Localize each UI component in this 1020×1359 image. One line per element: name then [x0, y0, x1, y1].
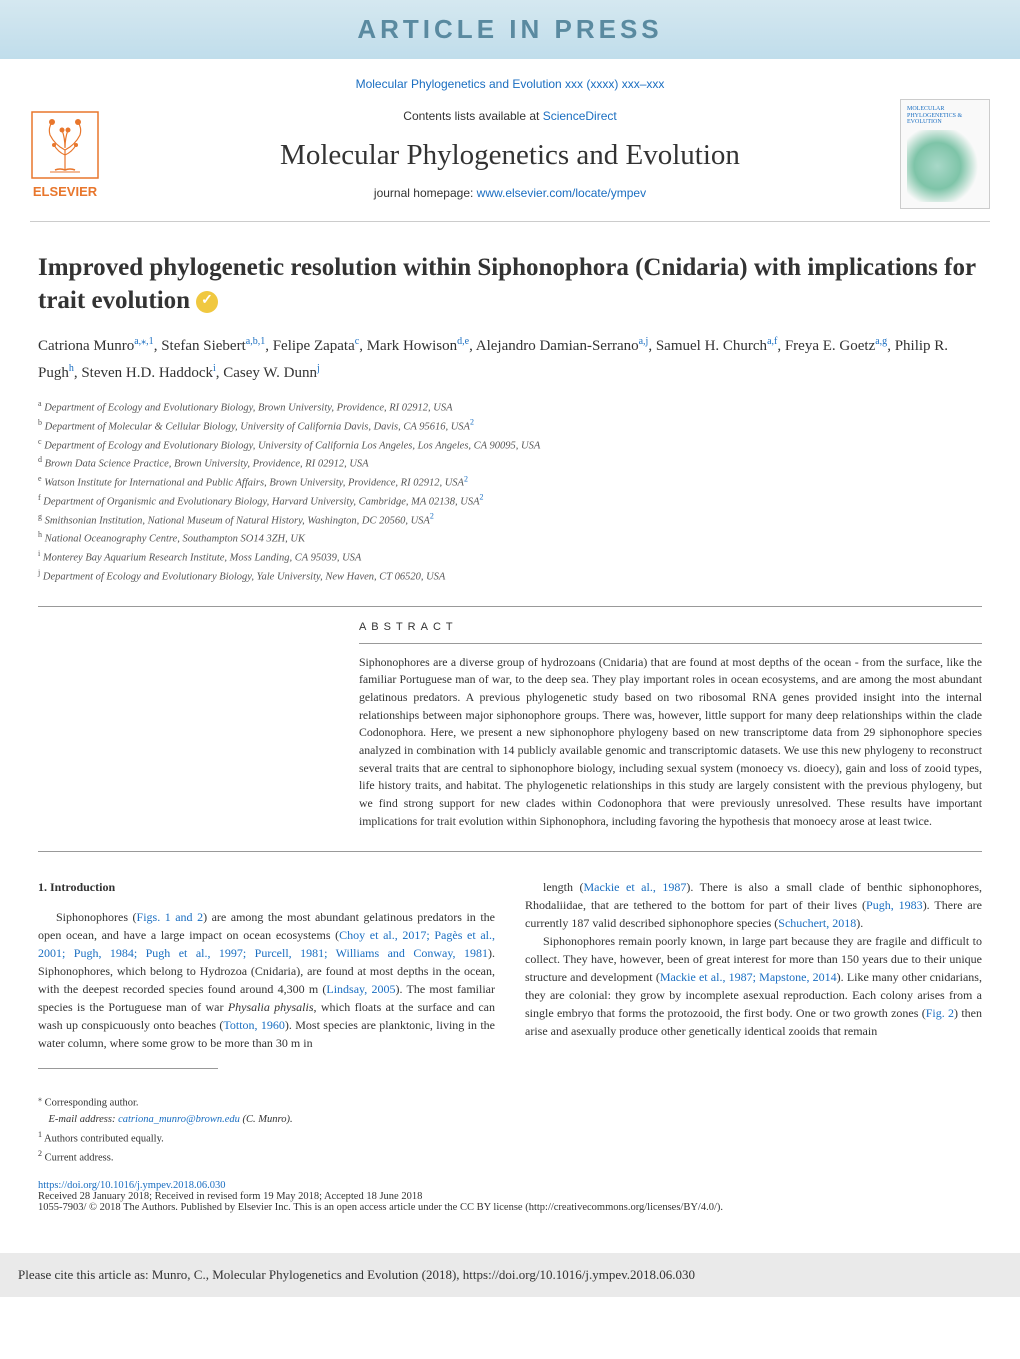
affiliation-item: b Department of Molecular & Cellular Bio… — [38, 417, 982, 436]
corresponding-author-note: ⁎ Corresponding author. — [38, 1093, 982, 1111]
cover-title: MOLECULAR PHYLOGENETICS & EVOLUTION — [907, 106, 983, 126]
divider — [38, 606, 982, 607]
affiliation-item: f Department of Organismic and Evolution… — [38, 492, 982, 511]
license-text: 1055-7903/ © 2018 The Authors. Published… — [38, 1202, 723, 1213]
footnote-divider — [38, 1068, 218, 1069]
affiliation-item: g Smithsonian Institution, National Muse… — [38, 511, 982, 530]
article-title: Improved phylogenetic resolution within … — [38, 252, 982, 317]
corr-text: Corresponding author. — [45, 1097, 139, 1108]
author-list: Catriona Munroa,⁎,1, Stefan Sieberta,b,1… — [38, 333, 982, 386]
article-title-text: Improved phylogenetic resolution within … — [38, 254, 976, 314]
homepage-line: journal homepage: www.elsevier.com/locat… — [120, 186, 900, 200]
affiliations-list: a Department of Ecology and Evolutionary… — [38, 398, 982, 586]
citation-box: Please cite this article as: Munro, C., … — [0, 1253, 1020, 1297]
elsevier-logo[interactable]: ELSEVIER — [10, 110, 120, 199]
affiliation-item: h National Oceanography Centre, Southamp… — [38, 529, 982, 548]
column-right: length (Mackie et al., 1987). There is a… — [525, 878, 982, 1052]
abstract-section: ABSTRACT Siphonophores are a diverse gro… — [38, 621, 982, 831]
email-note: E-mail address: catriona_munro@brown.edu… — [38, 1112, 982, 1128]
body-columns: 1. Introduction Siphonophores (Figs. 1 a… — [38, 878, 982, 1052]
homepage-prefix: journal homepage: — [374, 186, 477, 200]
abstract-label: ABSTRACT — [359, 621, 982, 633]
journal-cover-thumbnail[interactable]: MOLECULAR PHYLOGENETICS & EVOLUTION — [900, 99, 990, 209]
homepage-link[interactable]: www.elsevier.com/locate/ympev — [477, 186, 646, 200]
article-dates: Received 28 January 2018; Received in re… — [38, 1191, 422, 1202]
doi-block: https://doi.org/10.1016/j.ympev.2018.06.… — [38, 1180, 982, 1213]
affiliation-item: i Monterey Bay Aquarium Research Institu… — [38, 548, 982, 567]
header-center: Contents lists available at ScienceDirec… — [120, 109, 900, 200]
banner-text: ARTICLE IN PRESS — [357, 14, 662, 44]
current-address-note: 2 Current address. — [38, 1148, 982, 1166]
affiliation-item: e Watson Institute for International and… — [38, 473, 982, 492]
affiliation-item: a Department of Ecology and Evolutionary… — [38, 398, 982, 417]
article-in-press-banner: ARTICLE IN PRESS — [0, 0, 1020, 59]
sciencedirect-link[interactable]: ScienceDirect — [543, 109, 617, 123]
abstract-divider — [359, 643, 982, 644]
article-content: Improved phylogenetic resolution within … — [0, 222, 1020, 1233]
footnotes: ⁎ Corresponding author. E-mail address: … — [38, 1093, 982, 1167]
journal-header: ELSEVIER Contents lists available at Sci… — [0, 99, 1020, 209]
intro-para-1: Siphonophores (Figs. 1 and 2) are among … — [38, 908, 495, 1052]
column-left: 1. Introduction Siphonophores (Figs. 1 a… — [38, 878, 495, 1052]
affiliation-item: c Department of Ecology and Evolutionary… — [38, 436, 982, 455]
equal-text: Authors contributed equally. — [44, 1133, 164, 1144]
email-link[interactable]: catriona_munro@brown.edu — [118, 1114, 240, 1125]
current-text: Current address. — [45, 1152, 114, 1163]
journal-ref-link[interactable]: Molecular Phylogenetics and Evolution xx… — [0, 59, 1020, 99]
doi-link[interactable]: https://doi.org/10.1016/j.ympev.2018.06.… — [38, 1180, 226, 1191]
section-heading-intro: 1. Introduction — [38, 878, 495, 896]
contents-prefix: Contents lists available at — [403, 109, 542, 123]
divider — [38, 851, 982, 852]
elsevier-tree-icon — [30, 110, 100, 180]
abstract-text: Siphonophores are a diverse group of hyd… — [359, 654, 982, 831]
affiliation-item: d Brown Data Science Practice, Brown Uni… — [38, 454, 982, 473]
email-label: E-mail address: — [49, 1114, 119, 1125]
crossmark-icon[interactable] — [196, 291, 218, 313]
affiliation-item: j Department of Ecology and Evolutionary… — [38, 567, 982, 586]
elsevier-logo-text: ELSEVIER — [33, 184, 97, 199]
journal-title: Molecular Phylogenetics and Evolution — [120, 139, 900, 172]
email-suffix: (C. Munro). — [240, 1114, 293, 1125]
intro-para-2: length (Mackie et al., 1987). There is a… — [525, 878, 982, 1040]
contents-line: Contents lists available at ScienceDirec… — [120, 109, 900, 123]
equal-contrib-note: 1 Authors contributed equally. — [38, 1129, 982, 1147]
cover-image — [907, 130, 983, 202]
